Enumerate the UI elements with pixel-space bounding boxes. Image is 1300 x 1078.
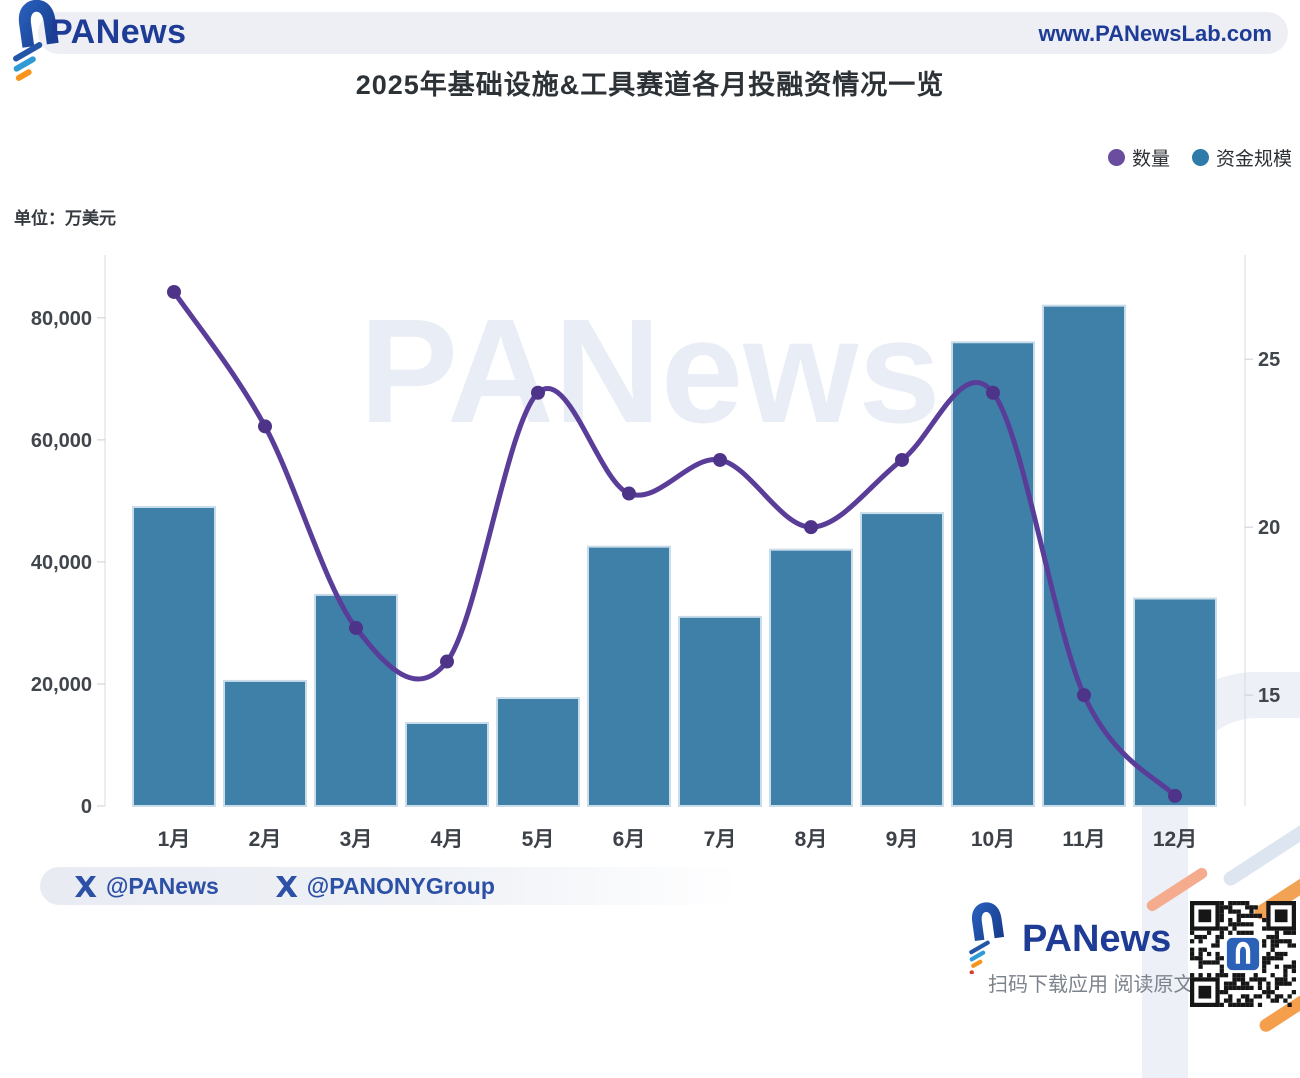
line-point-5月[interactable]: [531, 385, 545, 400]
line-point-9月[interactable]: [895, 452, 909, 467]
x-twitter-icon: [275, 875, 298, 897]
bar-8月[interactable]: [769, 548, 853, 807]
legend-item-funding[interactable]: 资金规模: [1191, 144, 1292, 171]
x-axis-label: 7月: [704, 828, 737, 851]
bar-5月[interactable]: [496, 696, 580, 807]
legend-funding-label: 资金规模: [1215, 149, 1292, 170]
line-point-12月[interactable]: [1168, 788, 1182, 803]
bar-1月[interactable]: [132, 506, 216, 807]
line-point-3月[interactable]: [349, 620, 363, 635]
footer-panews-logo-icon: [969, 902, 1005, 974]
bar-6月[interactable]: [587, 545, 671, 807]
line-point-8月[interactable]: [804, 520, 818, 535]
line-point-10月[interactable]: [986, 385, 1000, 400]
bar-11月[interactable]: [1042, 304, 1126, 807]
handle-text-panews: @PANews: [106, 872, 219, 899]
brand-name: PANews: [50, 13, 187, 51]
x-handle-panonygroup[interactable]: @PANONYGroup: [275, 873, 495, 900]
line-point-4月[interactable]: [440, 654, 454, 669]
x-axis-label: 10月: [971, 828, 1015, 851]
x-axis-label: 5月: [522, 828, 555, 851]
left-axis-tick: 0: [81, 796, 92, 818]
x-handle-panews[interactable]: @PANews: [74, 873, 219, 900]
combo-chart: PANews 0 20,000 40,000 60,000 80,000 15 20 25 1月 2…: [31, 255, 1280, 851]
bar-4月[interactable]: [405, 722, 489, 808]
x-axis-label: 4月: [431, 828, 464, 851]
unit-label: 单位：万美元: [14, 209, 116, 228]
panews-logo-icon: [13, 0, 59, 81]
legend-count-label: 数量: [1131, 149, 1170, 170]
header-band: [38, 12, 1288, 54]
count-dot-icon: [1107, 149, 1125, 166]
x-twitter-icon: [75, 875, 97, 897]
x-axis-label: 3月: [340, 828, 373, 851]
funding-dot-icon: [1191, 149, 1209, 166]
footer-caption: 扫码下载应用 阅读原文: [988, 974, 1194, 996]
watermark-text: PANews: [359, 289, 940, 454]
line-point-1月[interactable]: [167, 284, 181, 299]
bar-2月[interactable]: [223, 679, 307, 807]
bar-7月[interactable]: [678, 615, 762, 807]
bar-9月[interactable]: [860, 512, 944, 807]
x-axis-label: 9月: [886, 828, 919, 851]
x-axis-label: 11月: [1062, 828, 1105, 851]
right-axis-tick: 15: [1258, 685, 1280, 707]
x-axis-label: 12月: [1153, 828, 1197, 851]
chart-legend: 数量 资金规模: [1107, 144, 1292, 171]
footer-brand-name: PANews: [1022, 918, 1172, 960]
line-point-2月[interactable]: [258, 419, 272, 434]
x-axis-label: 2月: [249, 828, 282, 851]
qr-code: [1190, 901, 1296, 1007]
left-axis-tick: 20,000: [31, 674, 92, 696]
site-url-link[interactable]: www.PANewsLab.com: [1038, 21, 1273, 46]
line-point-6月[interactable]: [622, 486, 636, 501]
left-axis-tick: 60,000: [31, 430, 92, 452]
left-axis-tick: 40,000: [31, 552, 92, 574]
left-axis-tick: 80,000: [31, 308, 92, 330]
line-point-11月[interactable]: [1077, 688, 1091, 703]
x-axis-label: 1月: [158, 828, 191, 851]
handle-text-panonygroup: @PANONYGroup: [306, 872, 495, 899]
right-axis-tick: 25: [1258, 349, 1280, 371]
bar-10月[interactable]: [951, 341, 1035, 807]
page-title: 2025年基础设施&工具赛道各月投融资情况一览: [355, 70, 945, 100]
x-axis-label: 8月: [795, 828, 828, 851]
count-line: [171, 289, 1178, 799]
social-pill: @PANews @PANONYGroup: [40, 867, 740, 905]
line-point-7月[interactable]: [713, 452, 727, 467]
x-axis-label: 6月: [613, 828, 646, 851]
right-axis-tick: 20: [1258, 517, 1280, 539]
legend-item-count[interactable]: 数量: [1107, 144, 1170, 171]
